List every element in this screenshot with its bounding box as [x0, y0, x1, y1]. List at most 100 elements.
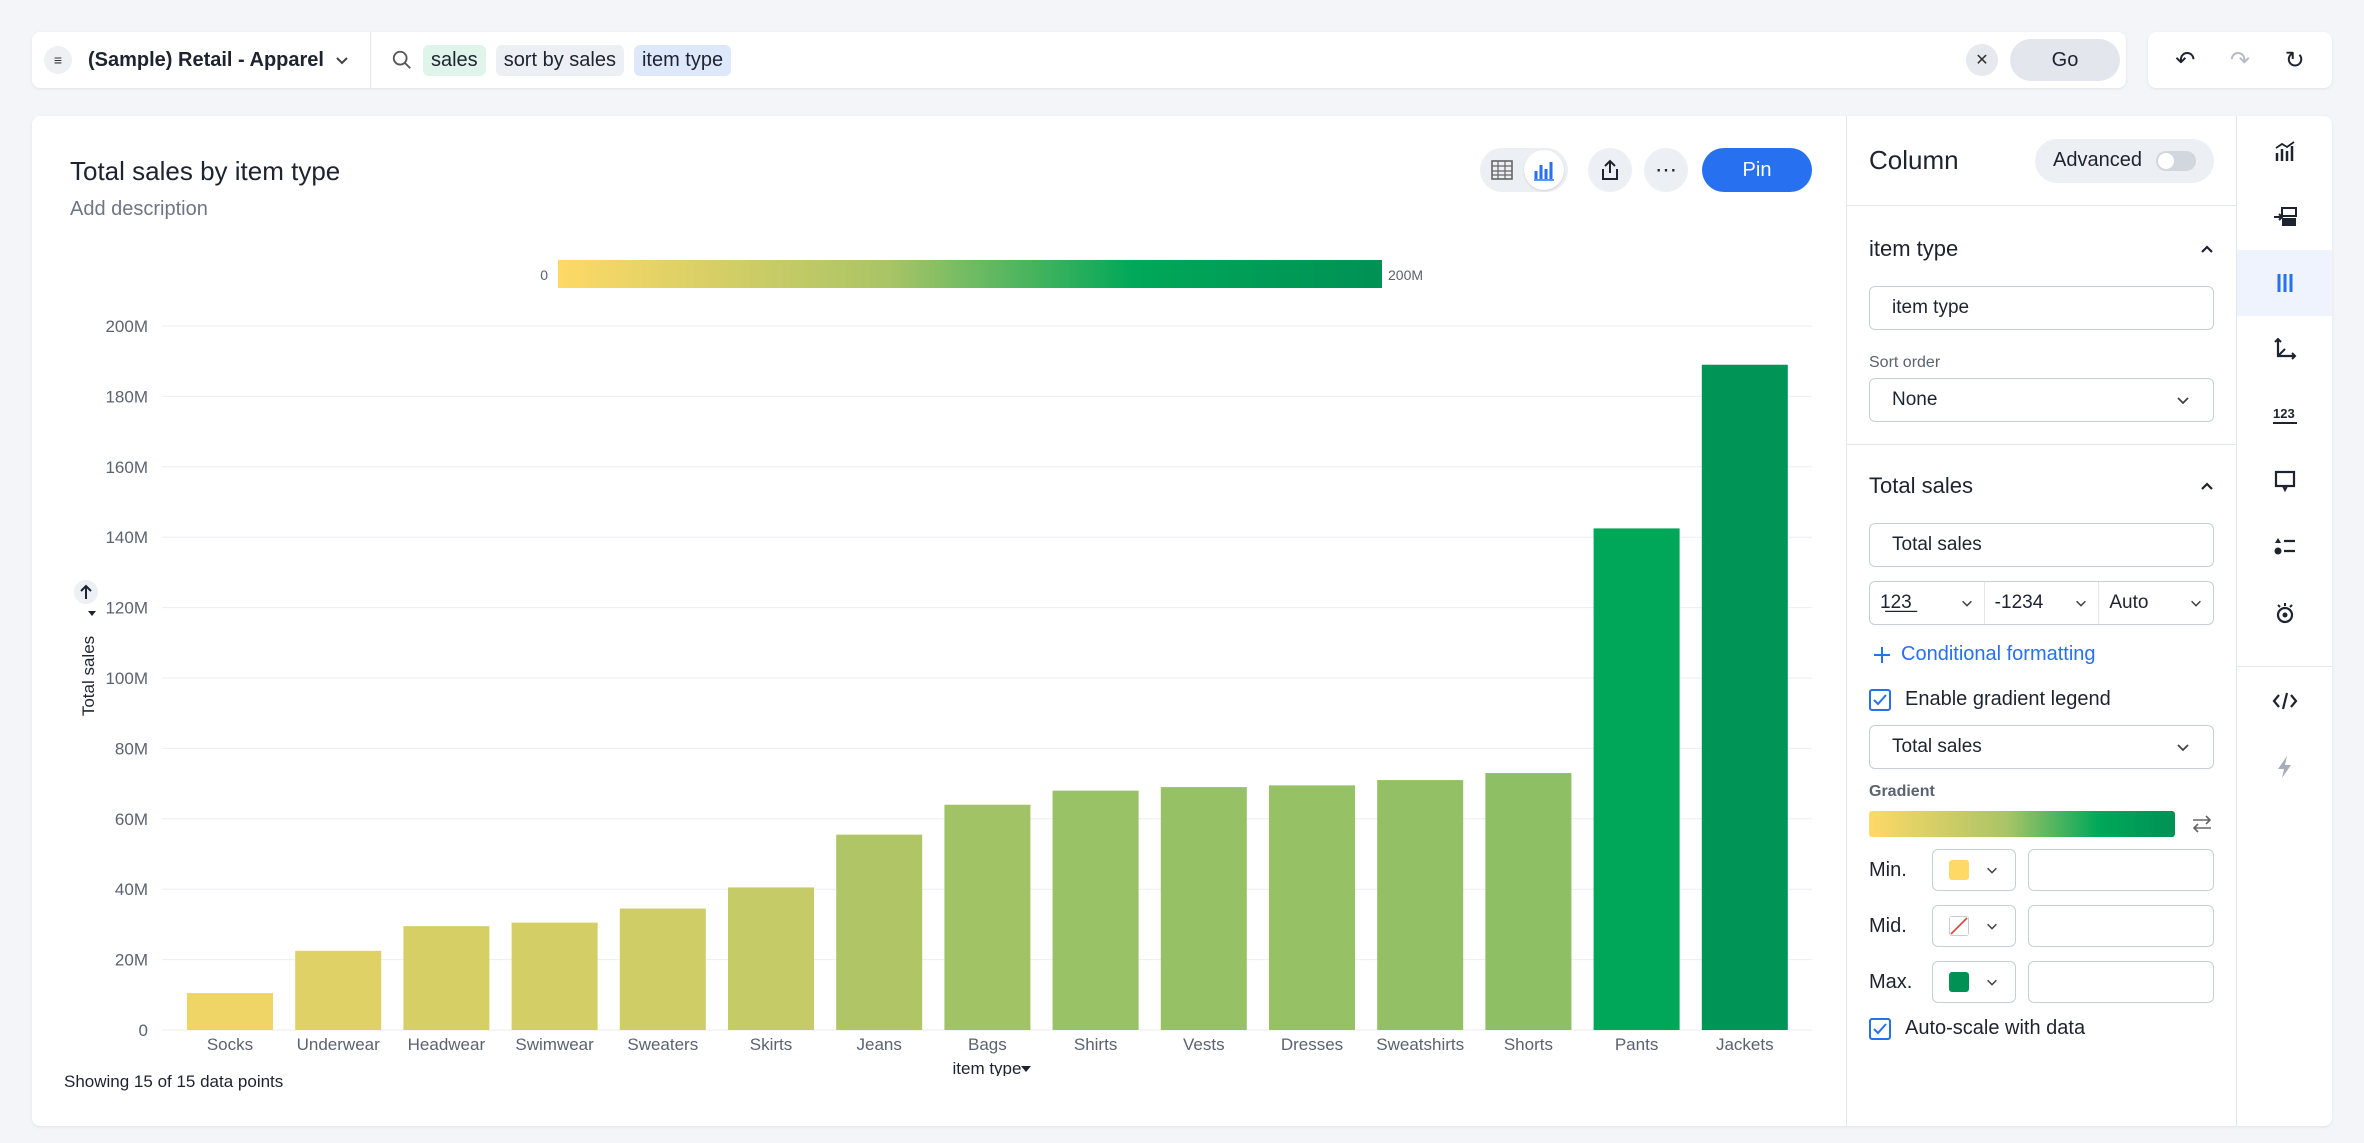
chart-view-icon[interactable]	[1524, 150, 1564, 190]
y-axis-title: Total sales	[79, 636, 98, 716]
x-tick-label: Underwear	[297, 1035, 380, 1054]
format-category-select[interactable]: 1̲2̲3̲	[1870, 582, 1985, 624]
x-axis-title: item type	[953, 1059, 1022, 1076]
y-tick-label: 60M	[115, 810, 148, 829]
x-tick-label: Sweaters	[627, 1035, 698, 1054]
x-tick-label: Shorts	[1504, 1035, 1553, 1054]
search-token-attribute[interactable]: item type	[633, 44, 732, 76]
bar-sweaters	[619, 908, 706, 1030]
plus-icon	[1874, 646, 1890, 663]
search-token-keyword[interactable]: sort by sales	[495, 44, 624, 76]
reset-icon[interactable]: ↻	[2284, 46, 2305, 74]
number-format-icon[interactable]: 123	[2237, 382, 2332, 448]
chevron-down-icon	[1987, 979, 1998, 986]
toggle-switch[interactable]	[2156, 150, 2196, 171]
search-token-measure[interactable]: sales	[422, 44, 486, 76]
answer-card: Total sales by item type Add description…	[32, 116, 2332, 1126]
bar-underwear	[295, 950, 382, 1030]
y-tick-label: 200M	[105, 317, 148, 336]
pin-button[interactable]: Pin	[1702, 148, 1812, 192]
y-tick-label: 160M	[105, 458, 148, 477]
section-header-total-sales[interactable]: Total sales	[1869, 473, 2214, 499]
gradient-preview	[1869, 811, 2175, 837]
column-name-field[interactable]: Total sales	[1869, 523, 2214, 567]
arrow-up-icon	[80, 584, 92, 599]
chevron-up-icon	[2201, 482, 2213, 490]
autoscale-row: Auto-scale with data	[1869, 1017, 2214, 1040]
gradient-legend-label: Enable gradient legend	[1905, 688, 2111, 710]
y-tick-label: 120M	[105, 599, 148, 618]
no-color-swatch	[1948, 916, 1969, 936]
chevron-up-icon	[2201, 245, 2213, 253]
undo-icon[interactable]: ↶	[2175, 46, 2196, 74]
gradient-legend-checkbox[interactable]	[1869, 688, 1891, 711]
embed-code-icon[interactable]	[2237, 668, 2332, 734]
max-color-picker[interactable]	[1931, 961, 2017, 1003]
column-settings-icon[interactable]	[2237, 250, 2332, 316]
legend-icon[interactable]	[2237, 514, 2332, 580]
column-name-field[interactable]: item type	[1869, 286, 2214, 330]
x-tick-label: Vests	[1183, 1035, 1225, 1054]
min-color-picker[interactable]	[1931, 849, 2017, 891]
x-tick-label: Skirts	[750, 1035, 793, 1054]
swap-icon[interactable]	[2191, 815, 2213, 833]
chart-type-icon[interactable]	[2237, 118, 2332, 184]
history-controls: ↶ ↷ ↻	[2148, 32, 2332, 88]
datasource-selector[interactable]: (Sample) Retail - Apparel	[88, 49, 350, 72]
sort-order-value: None	[1892, 389, 1938, 410]
check-icon	[1873, 1022, 1887, 1034]
chevron-down-icon	[2177, 744, 2189, 752]
x-tick-label: Sweatshirts	[1376, 1035, 1464, 1054]
spotter-icon[interactable]	[2237, 580, 2332, 646]
y-axis-sort-icon	[88, 611, 96, 616]
x-tick-label: Shirts	[1074, 1035, 1117, 1054]
go-button[interactable]: Go	[2010, 39, 2120, 81]
conditional-formatting-label: Conditional formatting	[1901, 643, 2096, 665]
bar-vests	[1160, 787, 1247, 1030]
section-header-item-type[interactable]: item type	[1869, 236, 2214, 262]
clear-search-button[interactable]: ✕	[1966, 44, 1998, 76]
gradient-legend-min: 0	[540, 267, 548, 283]
x-tick-label: Swimwear	[515, 1035, 594, 1054]
gradient-column-value: Total sales	[1892, 736, 1982, 757]
more-options-icon[interactable]: ⋯	[1644, 148, 1688, 192]
max-label: Max.	[1869, 970, 1913, 993]
bar-sweatshirts	[1377, 780, 1464, 1030]
bar-shirts	[1052, 790, 1139, 1030]
redo-icon[interactable]: ↷	[2229, 46, 2251, 74]
negative-format-select[interactable]: -1234	[1985, 582, 2100, 624]
y-tick-label: 80M	[115, 739, 148, 758]
units-select[interactable]: Auto	[2099, 582, 2213, 624]
x-tick-label: Jeans	[857, 1035, 902, 1054]
mid-color-picker[interactable]	[1931, 905, 2017, 947]
negative-format-value: -1234	[1994, 592, 2044, 613]
number-format-row: 1̲2̲3̲ -1234 Auto	[1869, 581, 2214, 625]
menu-icon[interactable]: ≡	[44, 46, 72, 74]
advanced-toggle[interactable]: Advanced	[2035, 138, 2214, 183]
gradient-column-select[interactable]: Total sales	[1869, 725, 2214, 769]
description-field[interactable]: Add description	[70, 198, 208, 220]
chart-title[interactable]: Total sales by item type	[70, 156, 341, 186]
divider	[369, 32, 371, 88]
axes-icon[interactable]	[2237, 316, 2332, 382]
x-tick-label: Socks	[207, 1035, 253, 1054]
sort-order-select[interactable]: None	[1869, 378, 2214, 422]
table-view-icon[interactable]	[1482, 150, 1522, 190]
chevron-down-icon	[1987, 923, 1998, 930]
chevron-down-icon	[336, 57, 348, 65]
data-points-note: Showing 15 of 15 data points	[64, 1072, 284, 1091]
share-icon[interactable]	[1588, 148, 1632, 192]
max-value-input[interactable]	[2028, 961, 2214, 1003]
bar-chart: 0 200M 0 20M 40M 60M 80M 100M 120M 140M 160M 180M 20…	[74, 260, 1812, 1076]
min-value-input[interactable]	[2028, 849, 2214, 891]
lightning-icon[interactable]	[2237, 734, 2332, 800]
autoscale-checkbox[interactable]	[1869, 1017, 1891, 1040]
configure-icon[interactable]	[2237, 184, 2332, 250]
section-title: item type	[1869, 236, 1959, 261]
bar-pants	[1593, 528, 1680, 1030]
conditional-formatting-link[interactable]: Conditional formatting	[1873, 643, 2214, 666]
mid-value-input[interactable]	[2028, 905, 2214, 947]
min-label: Min.	[1869, 858, 1907, 881]
gradient-legend-max: 200M	[1388, 267, 1423, 283]
tooltip-icon[interactable]	[2237, 448, 2332, 514]
